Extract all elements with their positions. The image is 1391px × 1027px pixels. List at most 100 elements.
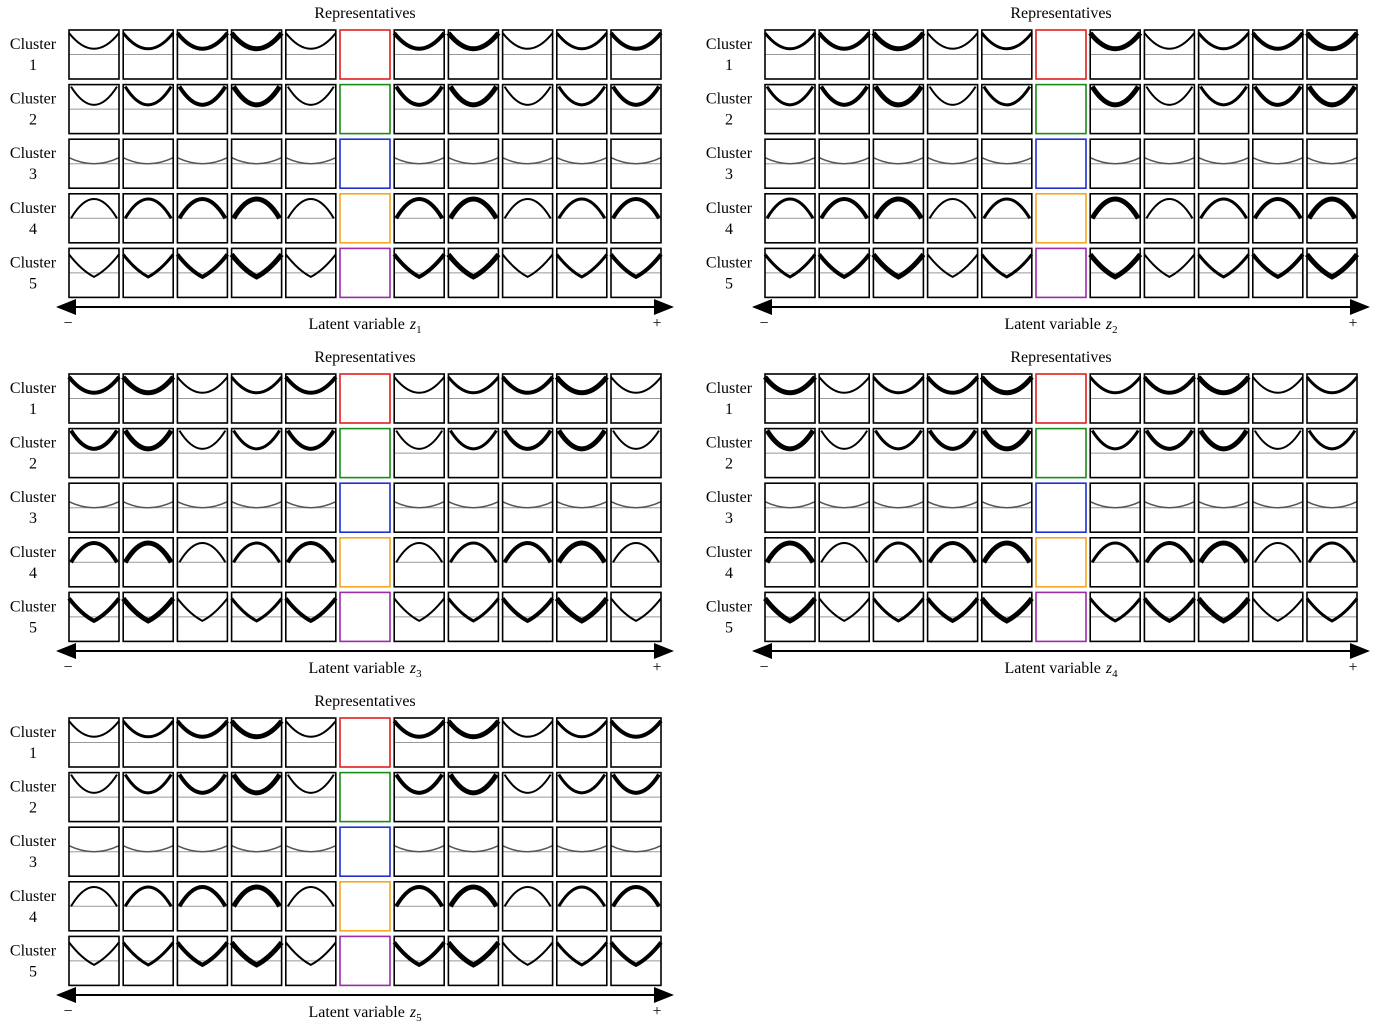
- thumbnail: [555, 771, 608, 823]
- thumbnail: [446, 29, 501, 80]
- thumbnail-frame: [1089, 373, 1141, 424]
- thumbnail-frame: [393, 591, 446, 643]
- thumbnail-structure: [122, 720, 175, 739]
- thumbnail-frame: [339, 935, 391, 987]
- thumbnail-frame: [122, 935, 174, 987]
- thumbnail-frame: [1197, 193, 1250, 244]
- thumbnail: [68, 138, 120, 189]
- row-number: 5: [29, 275, 37, 292]
- thumbnail-frame: [926, 536, 979, 588]
- thumbnail: [818, 138, 871, 189]
- thumbnail-structure: [818, 597, 870, 623]
- thumbnail-frame: [447, 247, 500, 299]
- thumbnail-structure: [446, 719, 501, 740]
- panel: Representatives Cluster 1 Cluster 2 Cluster 3 C…: [706, 349, 1370, 680]
- thumbnail-frame: [764, 29, 816, 80]
- thumbnail-structure: [231, 884, 282, 908]
- thumbnail-frame: [818, 247, 871, 299]
- thumbnail: [555, 482, 608, 534]
- thumbnail-frame: [230, 482, 283, 534]
- thumbnail-frame: [610, 193, 662, 244]
- thumbnail-frame: [980, 373, 1033, 424]
- thumbnail: [339, 83, 391, 135]
- axis-label: Latent variable z5: [308, 1004, 422, 1024]
- row-label: Cluster: [10, 544, 57, 561]
- thumbnail-structure: [1198, 540, 1249, 564]
- thumbnail-frame: [122, 771, 174, 823]
- row-label: Cluster: [10, 724, 57, 741]
- thumbnail: [1252, 536, 1304, 588]
- thumbnail: [501, 482, 554, 534]
- thumbnail: [68, 247, 120, 299]
- thumbnail: [1196, 373, 1251, 424]
- thumbnail: [1252, 591, 1304, 643]
- thumbnail-frame: [230, 771, 283, 823]
- thumbnail: [980, 83, 1033, 135]
- thumbnail-structure: [230, 597, 283, 623]
- thumbnail: [1306, 427, 1358, 479]
- thumbnail: [609, 247, 663, 299]
- thumbnail: [122, 880, 174, 932]
- thumbnail-structure: [982, 197, 1032, 220]
- thumbnail: [818, 482, 871, 534]
- thumbnail-frame: [339, 247, 391, 299]
- thumbnail: [1197, 193, 1250, 244]
- thumbnail: [284, 193, 337, 244]
- thumbnail-frame: [980, 193, 1033, 244]
- thumbnail-structure: [1144, 501, 1195, 509]
- thumbnail: [339, 771, 391, 823]
- thumbnail-structure: [1252, 157, 1304, 165]
- thumbnail-frame: [1089, 536, 1141, 588]
- thumbnail-frame: [447, 880, 500, 932]
- row-label: Cluster: [10, 598, 57, 615]
- thumbnail-frame: [926, 247, 979, 299]
- thumbnail: [1035, 591, 1087, 643]
- thumbnail: [393, 373, 446, 424]
- row-label: Cluster: [706, 598, 753, 615]
- thumbnail-structure: [609, 253, 663, 280]
- thumbnail-frame: [393, 427, 446, 479]
- thumbnail: [980, 482, 1033, 534]
- row-label: Cluster: [706, 380, 753, 397]
- thumbnail: [1142, 591, 1196, 643]
- thumbnail-frame: [1306, 536, 1358, 588]
- thumbnail: [763, 373, 817, 424]
- thumbnail-frame: [447, 935, 500, 987]
- thumbnail: [817, 29, 871, 80]
- thumbnail-bg: [1036, 248, 1086, 298]
- thumbnail: [1251, 247, 1305, 299]
- thumbnail: [393, 83, 446, 135]
- thumbnail-structure: [764, 157, 816, 165]
- thumbnail-frame: [818, 591, 871, 643]
- row-number: 1: [29, 745, 37, 762]
- thumbnail-frame: [764, 247, 816, 299]
- thumbnail-structure: [448, 884, 499, 908]
- row-label: Cluster: [10, 888, 57, 905]
- thumbnail: [763, 591, 817, 643]
- thumbnail-structure: [502, 541, 553, 564]
- thumbnail: [979, 591, 1034, 643]
- thumbnail: [68, 880, 120, 932]
- thumbnail-frame: [176, 935, 229, 987]
- thumbnail: [980, 427, 1033, 479]
- thumbnail-bg: [340, 248, 390, 298]
- thumbnail-structure: [1306, 85, 1358, 108]
- thumbnail-frame: [176, 591, 229, 643]
- thumbnail-frame: [1035, 373, 1087, 424]
- thumbnail-structure: [393, 157, 445, 165]
- thumbnail: [554, 373, 609, 424]
- thumbnail: [122, 193, 174, 244]
- thumbnail-frame: [176, 717, 229, 768]
- thumbnail-frame: [501, 717, 554, 768]
- thumbnail-structure: [449, 429, 498, 451]
- thumbnail-structure: [1090, 541, 1140, 564]
- thumbnail-structure: [556, 501, 608, 509]
- axis-plus: +: [652, 659, 661, 676]
- thumbnail: [1197, 247, 1250, 299]
- thumbnail: [175, 935, 229, 987]
- thumbnail-structure: [177, 197, 228, 220]
- row-label: Cluster: [706, 91, 753, 108]
- thumbnail-frame: [284, 591, 337, 643]
- thumbnail-structure: [818, 376, 870, 394]
- thumbnail-frame: [1197, 536, 1250, 588]
